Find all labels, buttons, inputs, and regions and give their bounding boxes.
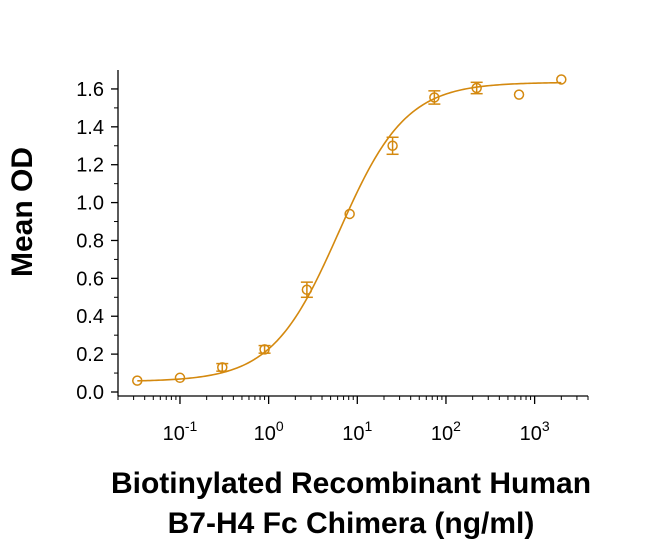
data-point xyxy=(216,362,229,373)
y-tick-label: 0.4 xyxy=(76,306,104,328)
data-point xyxy=(513,89,525,100)
point-marker xyxy=(429,92,440,103)
data-point xyxy=(174,372,186,384)
point-marker xyxy=(217,362,228,373)
point-marker xyxy=(259,344,270,355)
data-point xyxy=(470,81,483,95)
point-marker xyxy=(513,89,525,100)
fit-curve xyxy=(137,81,562,382)
x-axis-title-line-2: B7-H4 Fc Chimera (ng/ml) xyxy=(168,507,535,540)
y-tick-label: 1.2 xyxy=(76,155,104,177)
data-point xyxy=(258,344,271,355)
y-tick-label: 1.0 xyxy=(76,193,104,215)
chart-axes xyxy=(117,70,588,397)
y-tick-label: 0.2 xyxy=(76,344,104,366)
y-tick-label: 0.8 xyxy=(76,230,104,252)
point-marker xyxy=(301,284,313,295)
y-tick-label: 0.6 xyxy=(76,268,104,290)
y-axis-title: Mean OD xyxy=(6,147,39,277)
x-tick-label: 100 xyxy=(254,418,284,445)
x-tick-label: 103 xyxy=(520,418,550,445)
data-point xyxy=(428,90,441,105)
y-tick-label: 0.0 xyxy=(76,382,104,404)
point-marker xyxy=(556,74,567,85)
y-tick-label: 1.4 xyxy=(76,117,104,139)
y-axis-ticks: 0.0 0.2 0.4 0.6 0.8 1.0 1.2 1.4 1.6 xyxy=(76,79,118,404)
point-marker xyxy=(471,82,482,94)
data-point xyxy=(344,208,355,220)
y-tick-label: 1.6 xyxy=(76,79,104,101)
x-axis-ticks: 10-1 100 101 102 103 xyxy=(117,396,589,445)
data-point xyxy=(556,74,567,85)
point-marker xyxy=(132,375,143,386)
x-tick-label: 101 xyxy=(342,418,372,445)
point-marker xyxy=(387,140,398,152)
data-point xyxy=(132,375,143,386)
point-marker xyxy=(174,372,186,384)
point-marker xyxy=(344,208,355,220)
x-tick-label: 102 xyxy=(431,418,461,445)
data-points xyxy=(132,74,567,386)
x-axis-title-line-1: Biotinylated Recombinant Human xyxy=(111,467,591,500)
data-point xyxy=(386,136,399,156)
x-tick-label: 10-1 xyxy=(163,418,198,445)
data-point xyxy=(300,281,313,299)
